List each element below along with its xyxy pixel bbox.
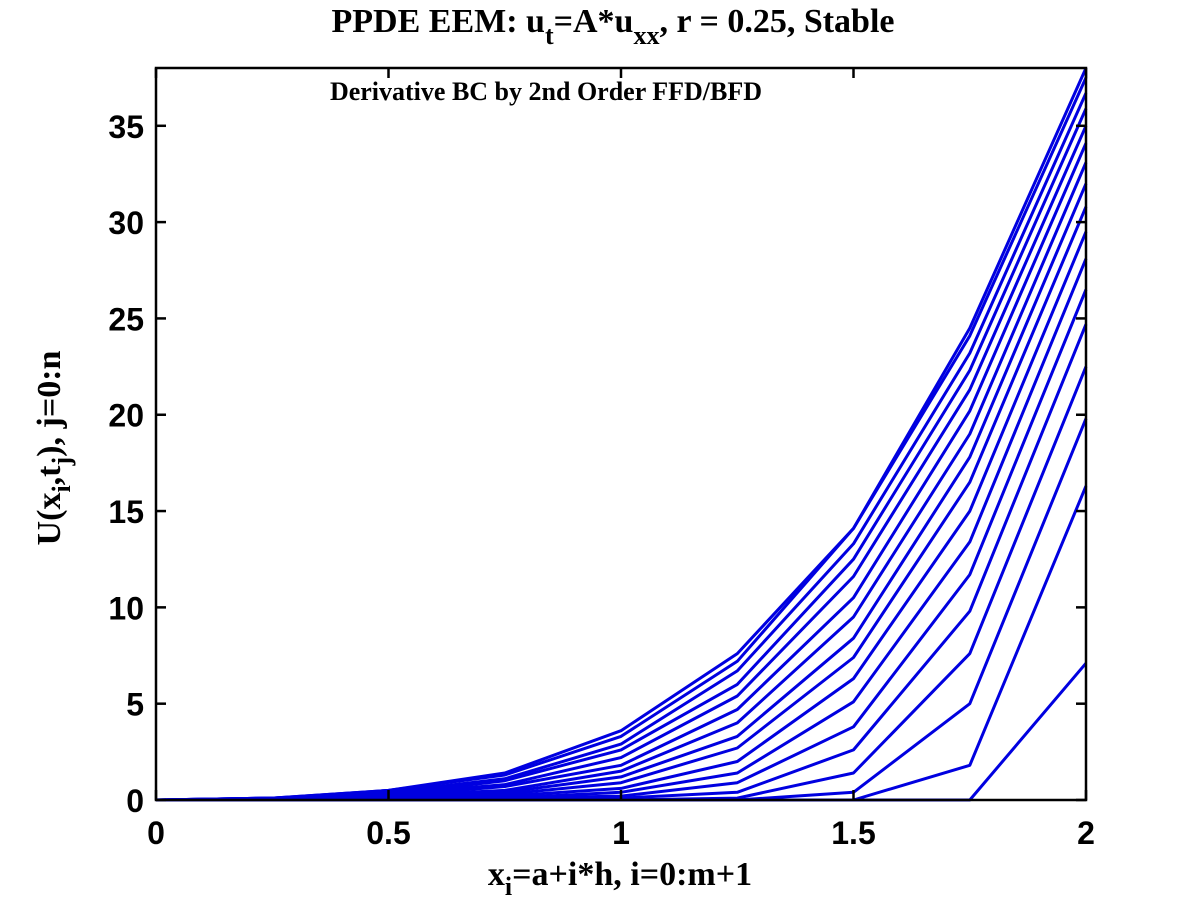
y-tick-label-2: 10 — [108, 590, 144, 626]
series-line-8 — [156, 206, 1088, 802]
series-line-11 — [156, 142, 1088, 802]
title-sub-xx: xx — [633, 21, 659, 50]
x-tick-label-1: 0.5 — [366, 815, 410, 851]
title-prefix: PPDE EEM: u — [332, 3, 545, 40]
series-line-10 — [156, 161, 1088, 802]
axes-frame — [154, 66, 1088, 802]
series-line-13 — [155, 107, 1088, 802]
x-tick-label-4: 2 — [1077, 815, 1095, 851]
series-line-16 — [155, 67, 1088, 802]
title-sub-t: t — [545, 21, 554, 50]
chart-title: PPDE EEM: ut=A*uxx, r = 0.25, Stable — [332, 3, 895, 50]
annotation-text: Derivative BC by 2nd Order FFD/BFD — [330, 77, 762, 106]
series-group — [155, 67, 1088, 802]
ylabel-sub-j: j — [47, 457, 76, 467]
xlabel-pre: x — [488, 856, 505, 893]
x-tick-labels: 0 0.5 1 1.5 2 — [147, 815, 1095, 851]
y-axis-label: U(xi,tj), j=0:n — [31, 350, 76, 545]
series-line-1 — [156, 485, 1088, 802]
x-axis-label: xi=a+i*h, i=0:m+1 — [488, 856, 752, 900]
ylabel-p1: U(x — [31, 493, 68, 546]
series-line-9 — [156, 183, 1088, 802]
ticks-group — [154, 68, 1088, 802]
y-tick-label-4: 20 — [108, 398, 144, 434]
x-tick-label-0: 0 — [147, 815, 165, 851]
x-tick-label-2: 1 — [612, 815, 630, 851]
y-tick-label-3: 15 — [108, 494, 144, 530]
y-tick-label-5: 25 — [108, 301, 144, 337]
title-suffix: , r = 0.25, Stable — [659, 3, 894, 40]
y-tick-label-1: 5 — [126, 687, 144, 723]
xlabel-sub: i — [505, 872, 512, 900]
ylabel-p3: ), j=0:n — [31, 350, 68, 456]
y-tick-label-0: 0 — [126, 783, 144, 819]
y-tick-labels: 0 5 10 15 20 25 30 35 — [108, 109, 144, 819]
series-line-4 — [156, 323, 1088, 802]
ylabel-p2: ,t — [31, 465, 68, 486]
x-tick-label-3: 1.5 — [831, 815, 875, 851]
ylabel-sub-i: i — [47, 485, 76, 492]
series-line-6 — [156, 258, 1088, 802]
series-line-12 — [155, 125, 1088, 802]
y-tick-label-6: 30 — [108, 205, 144, 241]
title-mid: =A*u — [554, 3, 634, 40]
series-line-15 — [155, 76, 1088, 802]
xlabel-post: =a+i*h, i=0:m+1 — [512, 856, 752, 893]
y-tick-label-7: 35 — [108, 109, 144, 145]
